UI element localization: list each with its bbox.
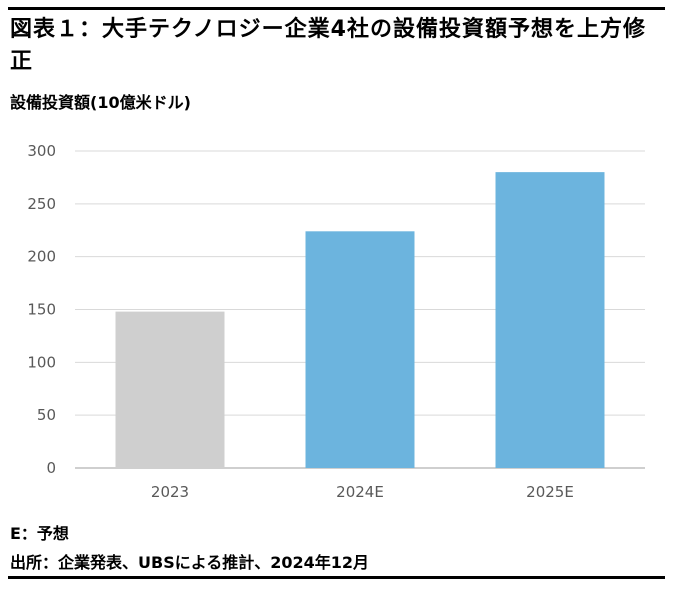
- bar-chart: 0 50 100 150 200 250 300 2023 2024E 2025E: [27, 142, 645, 501]
- y-tick-label: 200: [27, 248, 56, 266]
- source-note: 出所：企業発表、UBSによる推計、2024年12月: [10, 553, 370, 572]
- y-tick-label: 300: [27, 142, 56, 160]
- x-tick-label: 2023: [151, 483, 189, 501]
- chart-title: 図表１：大手テクノロジー企業4社の設備投資額予想を上方修正: [10, 17, 646, 74]
- top-rule: [8, 7, 665, 10]
- y-axis-label: 設備投資額(10億米ドル): [10, 93, 191, 112]
- y-tick-labels: 0 50 100 150 200 250 300: [27, 142, 56, 477]
- bar-2025e: [495, 172, 605, 468]
- y-tick-label: 250: [27, 195, 56, 213]
- bar-2023: [115, 311, 225, 468]
- bar-2024e: [305, 231, 415, 468]
- bottom-rule: [8, 576, 665, 579]
- y-tick-label: 0: [46, 459, 56, 477]
- x-tick-labels: 2023 2024E 2025E: [151, 483, 574, 501]
- bars: [115, 172, 605, 468]
- y-tick-label: 50: [37, 406, 56, 424]
- y-tick-label: 150: [27, 301, 56, 319]
- footnote-estimate: E：予想: [10, 524, 69, 543]
- x-tick-label: 2024E: [336, 483, 384, 501]
- x-tick-label: 2025E: [526, 483, 574, 501]
- y-tick-label: 100: [27, 353, 56, 371]
